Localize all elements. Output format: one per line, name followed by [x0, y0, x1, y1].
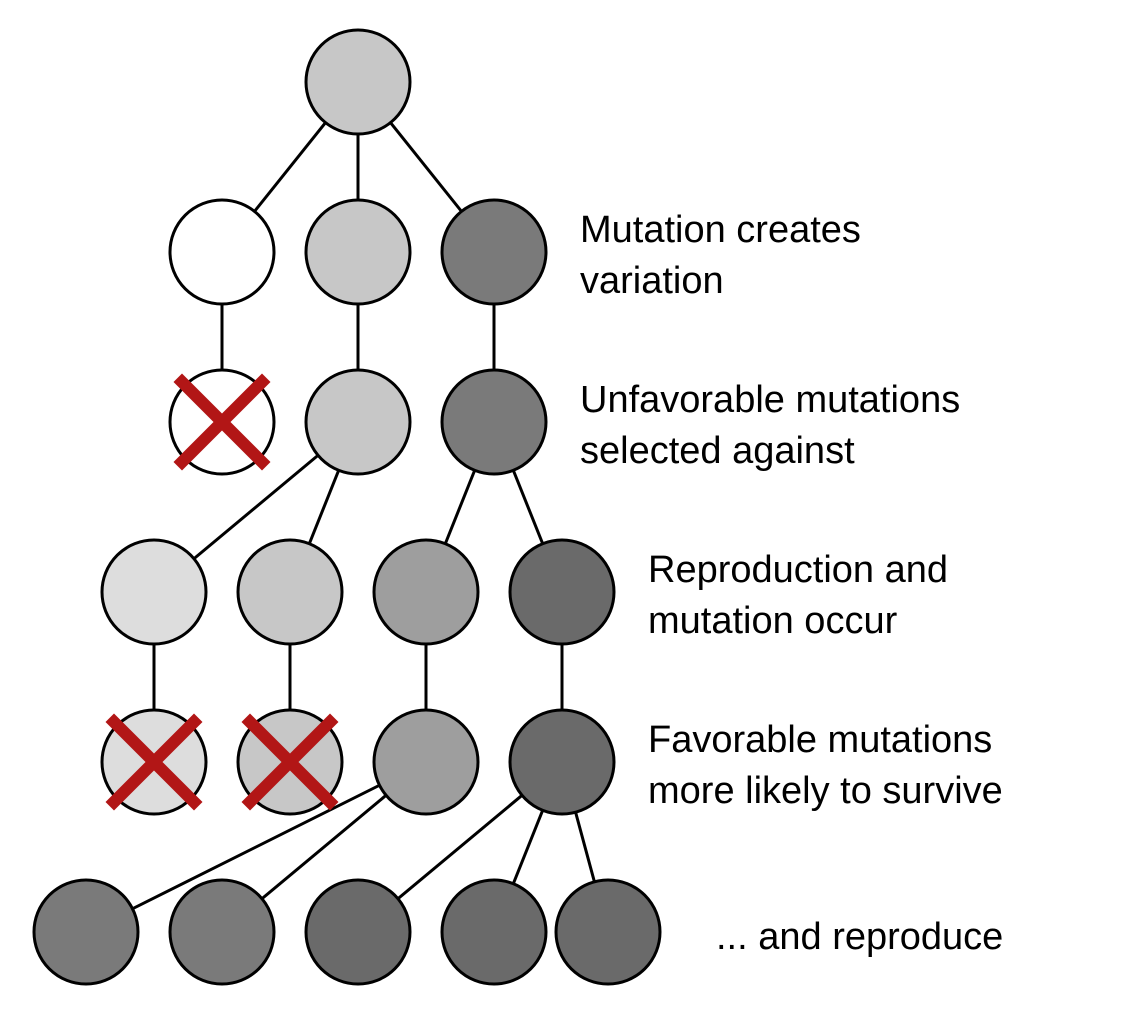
- tree-node: [442, 880, 546, 984]
- label-unfavorable-selected-against: Unfavorable mutations selected against: [580, 375, 960, 478]
- label-line: more likely to survive: [648, 770, 1003, 812]
- label-line: mutation occur: [648, 600, 897, 642]
- tree-node: [306, 200, 410, 304]
- label-line: variation: [580, 260, 724, 302]
- tree-node: [306, 880, 410, 984]
- tree-node: [374, 710, 478, 814]
- nodes-group: [34, 30, 660, 984]
- tree-node: [374, 540, 478, 644]
- label-line: selected against: [580, 430, 855, 472]
- label-line: Mutation creates: [580, 209, 861, 251]
- natural-selection-tree: [0, 0, 1130, 1024]
- label-line: Unfavorable mutations: [580, 379, 960, 421]
- tree-node: [306, 30, 410, 134]
- tree-node: [442, 200, 546, 304]
- label-and-reproduce: ... and reproduce: [716, 912, 1003, 963]
- label-mutation-creates-variation: Mutation creates variation: [580, 205, 861, 308]
- label-reproduction-mutation-occur: Reproduction and mutation occur: [648, 545, 948, 648]
- tree-node: [442, 370, 546, 474]
- label-favorable-survive: Favorable mutations more likely to survi…: [648, 715, 1003, 818]
- tree-node: [102, 540, 206, 644]
- label-line: Reproduction and: [648, 549, 948, 591]
- tree-node: [306, 370, 410, 474]
- tree-node: [170, 200, 274, 304]
- label-line: ... and reproduce: [716, 916, 1003, 958]
- tree-node: [510, 540, 614, 644]
- tree-node: [510, 710, 614, 814]
- tree-node: [556, 880, 660, 984]
- tree-node: [170, 880, 274, 984]
- tree-node: [34, 880, 138, 984]
- label-line: Favorable mutations: [648, 719, 992, 761]
- tree-node: [238, 540, 342, 644]
